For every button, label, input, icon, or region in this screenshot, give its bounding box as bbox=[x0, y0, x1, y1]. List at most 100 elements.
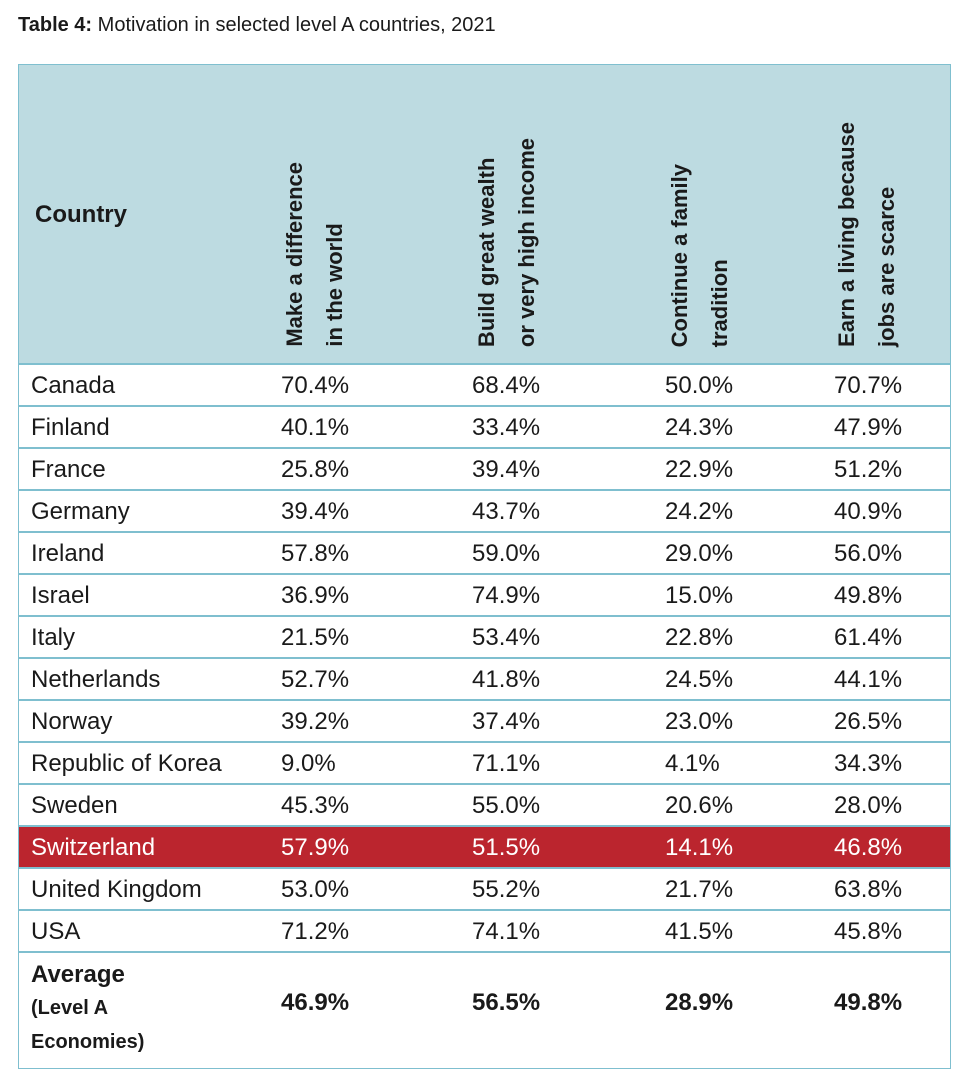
cell-value: 45.3% bbox=[281, 792, 350, 819]
table-caption: Motivation in selected level A countries… bbox=[97, 14, 496, 36]
cell-value: 25.8% bbox=[281, 456, 350, 483]
table-row: Italy 21.5% 53.4% 22.8% 61.4% bbox=[19, 617, 950, 659]
cell-value: 41.8% bbox=[472, 666, 541, 693]
cell-value: 68.4% bbox=[472, 372, 541, 399]
cell-country: Switzerland bbox=[31, 834, 156, 861]
cell-value: 71.2% bbox=[281, 918, 350, 945]
cell-value: 74.9% bbox=[472, 582, 541, 609]
cell-value: 56.0% bbox=[834, 540, 903, 567]
cell-value: 57.8% bbox=[281, 540, 350, 567]
cell-value: 23.0% bbox=[665, 708, 734, 735]
cell-value: 63.8% bbox=[834, 876, 903, 903]
header-col-wealth: Build great wealth or very high income bbox=[474, 137, 539, 347]
average-value: 49.8% bbox=[834, 989, 903, 1016]
cell-country: Norway bbox=[31, 708, 113, 735]
cell-value: 24.3% bbox=[665, 414, 734, 441]
cell-value: 55.0% bbox=[472, 792, 541, 819]
cell-value: 14.1% bbox=[665, 834, 734, 861]
cell-value: 24.5% bbox=[665, 666, 734, 693]
average-subtitle: (Level A Economies) bbox=[31, 997, 145, 1053]
cell-value: 40.1% bbox=[281, 414, 350, 441]
cell-value: 43.7% bbox=[472, 498, 541, 525]
cell-value: 51.5% bbox=[472, 834, 541, 861]
table-row: Ireland 57.8% 59.0% 29.0% 56.0% bbox=[19, 533, 950, 575]
cell-value: 57.9% bbox=[281, 834, 350, 861]
cell-value: 40.9% bbox=[834, 498, 903, 525]
table-header: Country Make a difference in the world B… bbox=[19, 65, 950, 365]
cell-value: 50.0% bbox=[665, 372, 734, 399]
cell-value: 21.5% bbox=[281, 624, 350, 651]
cell-value: 41.5% bbox=[665, 918, 734, 945]
average-row: Average (Level A Economies) 46.9% 56.5% 28… bbox=[19, 953, 950, 1068]
cell-country: Finland bbox=[31, 414, 110, 441]
cell-value: 74.1% bbox=[472, 918, 541, 945]
cell-country: Ireland bbox=[31, 540, 105, 567]
cell-value: 53.0% bbox=[281, 876, 350, 903]
cell-value: 49.8% bbox=[834, 582, 903, 609]
table-row: Norway 39.2% 37.4% 23.0% 26.5% bbox=[19, 701, 950, 743]
table-row: Canada 70.4% 68.4% 50.0% 70.7% bbox=[19, 365, 950, 407]
cell-country: United Kingdom bbox=[31, 876, 202, 903]
cell-value: 29.0% bbox=[665, 540, 734, 567]
table-row: United Kingdom 53.0% 55.2% 21.7% 63.8% bbox=[19, 869, 950, 911]
cell-value: 34.3% bbox=[834, 750, 903, 777]
cell-value: 36.9% bbox=[281, 582, 350, 609]
average-value: 46.9% bbox=[281, 989, 350, 1016]
header-country: Country bbox=[35, 201, 127, 228]
cell-value: 15.0% bbox=[665, 582, 734, 609]
cell-value: 59.0% bbox=[472, 540, 541, 567]
cell-value: 71.1% bbox=[472, 750, 541, 777]
table-row: Germany 39.4% 43.7% 24.2% 40.9% bbox=[19, 491, 950, 533]
cell-value: 45.8% bbox=[834, 918, 903, 945]
cell-value: 44.1% bbox=[834, 666, 903, 693]
cell-value: 47.9% bbox=[834, 414, 903, 441]
cell-country: France bbox=[31, 456, 106, 483]
cell-value: 9.0% bbox=[281, 750, 336, 777]
cell-value: 4.1% bbox=[665, 750, 720, 777]
cell-country: Italy bbox=[31, 624, 76, 651]
table-number: Table 4: bbox=[18, 14, 93, 36]
cell-value: 55.2% bbox=[472, 876, 541, 903]
cell-value: 22.9% bbox=[665, 456, 734, 483]
cell-value: 61.4% bbox=[834, 624, 903, 651]
cell-value: 46.8% bbox=[834, 834, 903, 861]
cell-value: 51.2% bbox=[834, 456, 903, 483]
header-col-tradition: Continue a family tradition bbox=[667, 163, 732, 347]
cell-value: 21.7% bbox=[665, 876, 734, 903]
table-title: Table 4: Motivation in selected level A … bbox=[18, 14, 496, 37]
cell-value: 53.4% bbox=[472, 624, 541, 651]
header-col-living: Earn a living because jobs are scarce bbox=[834, 122, 899, 347]
cell-country: Republic of Korea bbox=[31, 750, 222, 777]
average-value: 56.5% bbox=[472, 989, 541, 1016]
cell-value: 22.8% bbox=[665, 624, 734, 651]
average-title: Average bbox=[31, 961, 125, 988]
table-row: France 25.8% 39.4% 22.9% 51.2% bbox=[19, 449, 950, 491]
table-row: Republic of Korea 9.0% 71.1% 4.1% 34.3% bbox=[19, 743, 950, 785]
cell-value: 39.4% bbox=[281, 498, 350, 525]
motivation-table: Country Make a difference in the world B… bbox=[18, 64, 951, 1069]
cell-value: 28.0% bbox=[834, 792, 903, 819]
table-row: USA 71.2% 74.1% 41.5% 45.8% bbox=[19, 911, 950, 953]
table-row: Finland 40.1% 33.4% 24.3% 47.9% bbox=[19, 407, 950, 449]
average-label: Average (Level A Economies) bbox=[31, 959, 144, 1059]
table-row-highlighted: Switzerland 57.9% 51.5% 14.1% 46.8% bbox=[19, 827, 950, 869]
cell-value: 52.7% bbox=[281, 666, 350, 693]
average-value: 28.9% bbox=[665, 989, 734, 1016]
cell-value: 39.2% bbox=[281, 708, 350, 735]
header-col-difference: Make a difference in the world bbox=[282, 162, 347, 347]
cell-value: 39.4% bbox=[472, 456, 541, 483]
table-row: Netherlands 52.7% 41.8% 24.5% 44.1% bbox=[19, 659, 950, 701]
cell-value: 33.4% bbox=[472, 414, 541, 441]
table-row: Sweden 45.3% 55.0% 20.6% 28.0% bbox=[19, 785, 950, 827]
cell-country: Israel bbox=[31, 582, 90, 609]
cell-value: 70.7% bbox=[834, 372, 903, 399]
cell-country: Canada bbox=[31, 372, 116, 399]
table-row: Israel 36.9% 74.9% 15.0% 49.8% bbox=[19, 575, 950, 617]
cell-value: 70.4% bbox=[281, 372, 350, 399]
cell-country: USA bbox=[31, 918, 81, 945]
cell-country: Netherlands bbox=[31, 666, 161, 693]
cell-value: 20.6% bbox=[665, 792, 734, 819]
cell-value: 26.5% bbox=[834, 708, 903, 735]
cell-value: 37.4% bbox=[472, 708, 541, 735]
cell-country: Germany bbox=[31, 498, 130, 525]
